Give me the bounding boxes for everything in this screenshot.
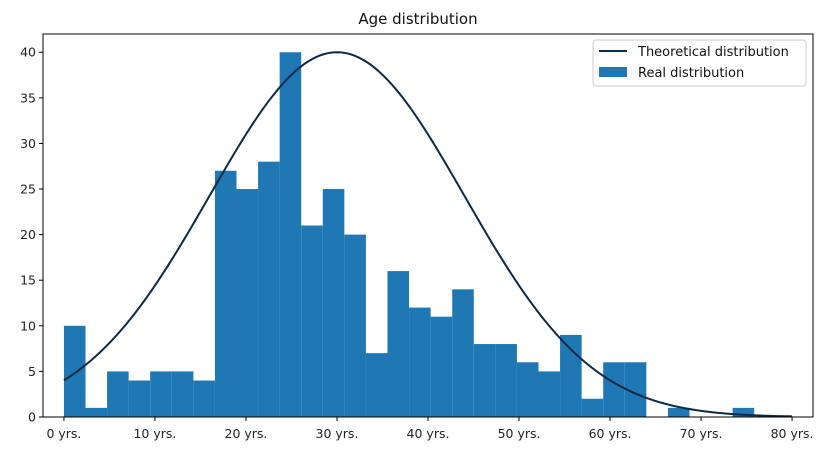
histogram-bar: [495, 344, 517, 417]
x-tick-label: 80 yrs.: [771, 426, 814, 441]
histogram-bar: [473, 344, 496, 417]
histogram-bar: [322, 189, 345, 417]
histogram-bar: [344, 234, 366, 417]
y-tick-label: 25: [20, 182, 36, 197]
histogram-bar: [667, 407, 690, 417]
histogram-bar: [171, 371, 194, 417]
chart-title: Age distribution: [358, 10, 477, 28]
histogram-bar: [107, 371, 129, 417]
y-tick-label: 20: [20, 227, 36, 242]
histogram-bar: [63, 325, 86, 417]
y-tick-label: 0: [28, 410, 36, 425]
x-tick-label: 60 yrs.: [589, 426, 632, 441]
x-tick-label: 40 yrs.: [407, 426, 450, 441]
histogram-bar: [624, 362, 647, 417]
x-tick-label: 50 yrs.: [498, 426, 541, 441]
y-tick-label: 15: [20, 273, 36, 288]
legend-box: [592, 39, 807, 87]
histogram-bar: [452, 289, 474, 417]
legend-label-theoretical: Theoretical distribution: [637, 45, 789, 60]
histogram-bar: [128, 380, 151, 417]
x-axis-ticks: 0 yrs. 10 yrs. 20 yrs. 30 yrs. 40 yrs. 50 yrs…: [46, 417, 814, 441]
histogram-bar: [516, 362, 539, 417]
histogram-bar: [279, 52, 302, 417]
theoretical-distribution-line: [63, 51, 793, 418]
y-tick-label: 40: [20, 45, 36, 60]
histogram-bar: [214, 170, 237, 417]
histogram-bar: [409, 307, 431, 417]
histogram-bar: [581, 398, 604, 417]
y-tick-label: 10: [20, 318, 36, 333]
histogram-bar: [193, 380, 215, 417]
legend-label-real: Real distribution: [638, 66, 744, 81]
histogram-bar: [538, 371, 561, 417]
legend-bar-swatch: [599, 67, 627, 77]
y-axis-ticks: 0 5 10 15 20 25 30 35 40: [20, 45, 43, 425]
histogram-bar: [560, 334, 582, 417]
histogram-bar: [603, 362, 625, 417]
histogram-bar: [387, 271, 410, 417]
histogram-bar: [236, 189, 259, 417]
histogram-bar: [430, 316, 453, 417]
histogram-bar: [365, 353, 388, 417]
histogram-bar: [258, 161, 280, 417]
x-tick-label: 30 yrs.: [316, 426, 359, 441]
histogram-bar: [301, 225, 323, 417]
legend: Theoretical distribution Real distributi…: [592, 39, 807, 87]
x-tick-label: 0 yrs.: [46, 426, 81, 441]
histogram-bar: [732, 407, 755, 417]
x-tick-label: 10 yrs.: [133, 426, 176, 441]
histogram-bar: [150, 371, 172, 417]
y-tick-label: 30: [20, 136, 36, 151]
y-tick-label: 35: [20, 90, 36, 105]
histogram-bar: [85, 407, 108, 417]
y-tick-label: 5: [28, 364, 36, 379]
x-tick-label: 70 yrs.: [680, 426, 723, 441]
x-tick-label: 20 yrs.: [225, 426, 268, 441]
